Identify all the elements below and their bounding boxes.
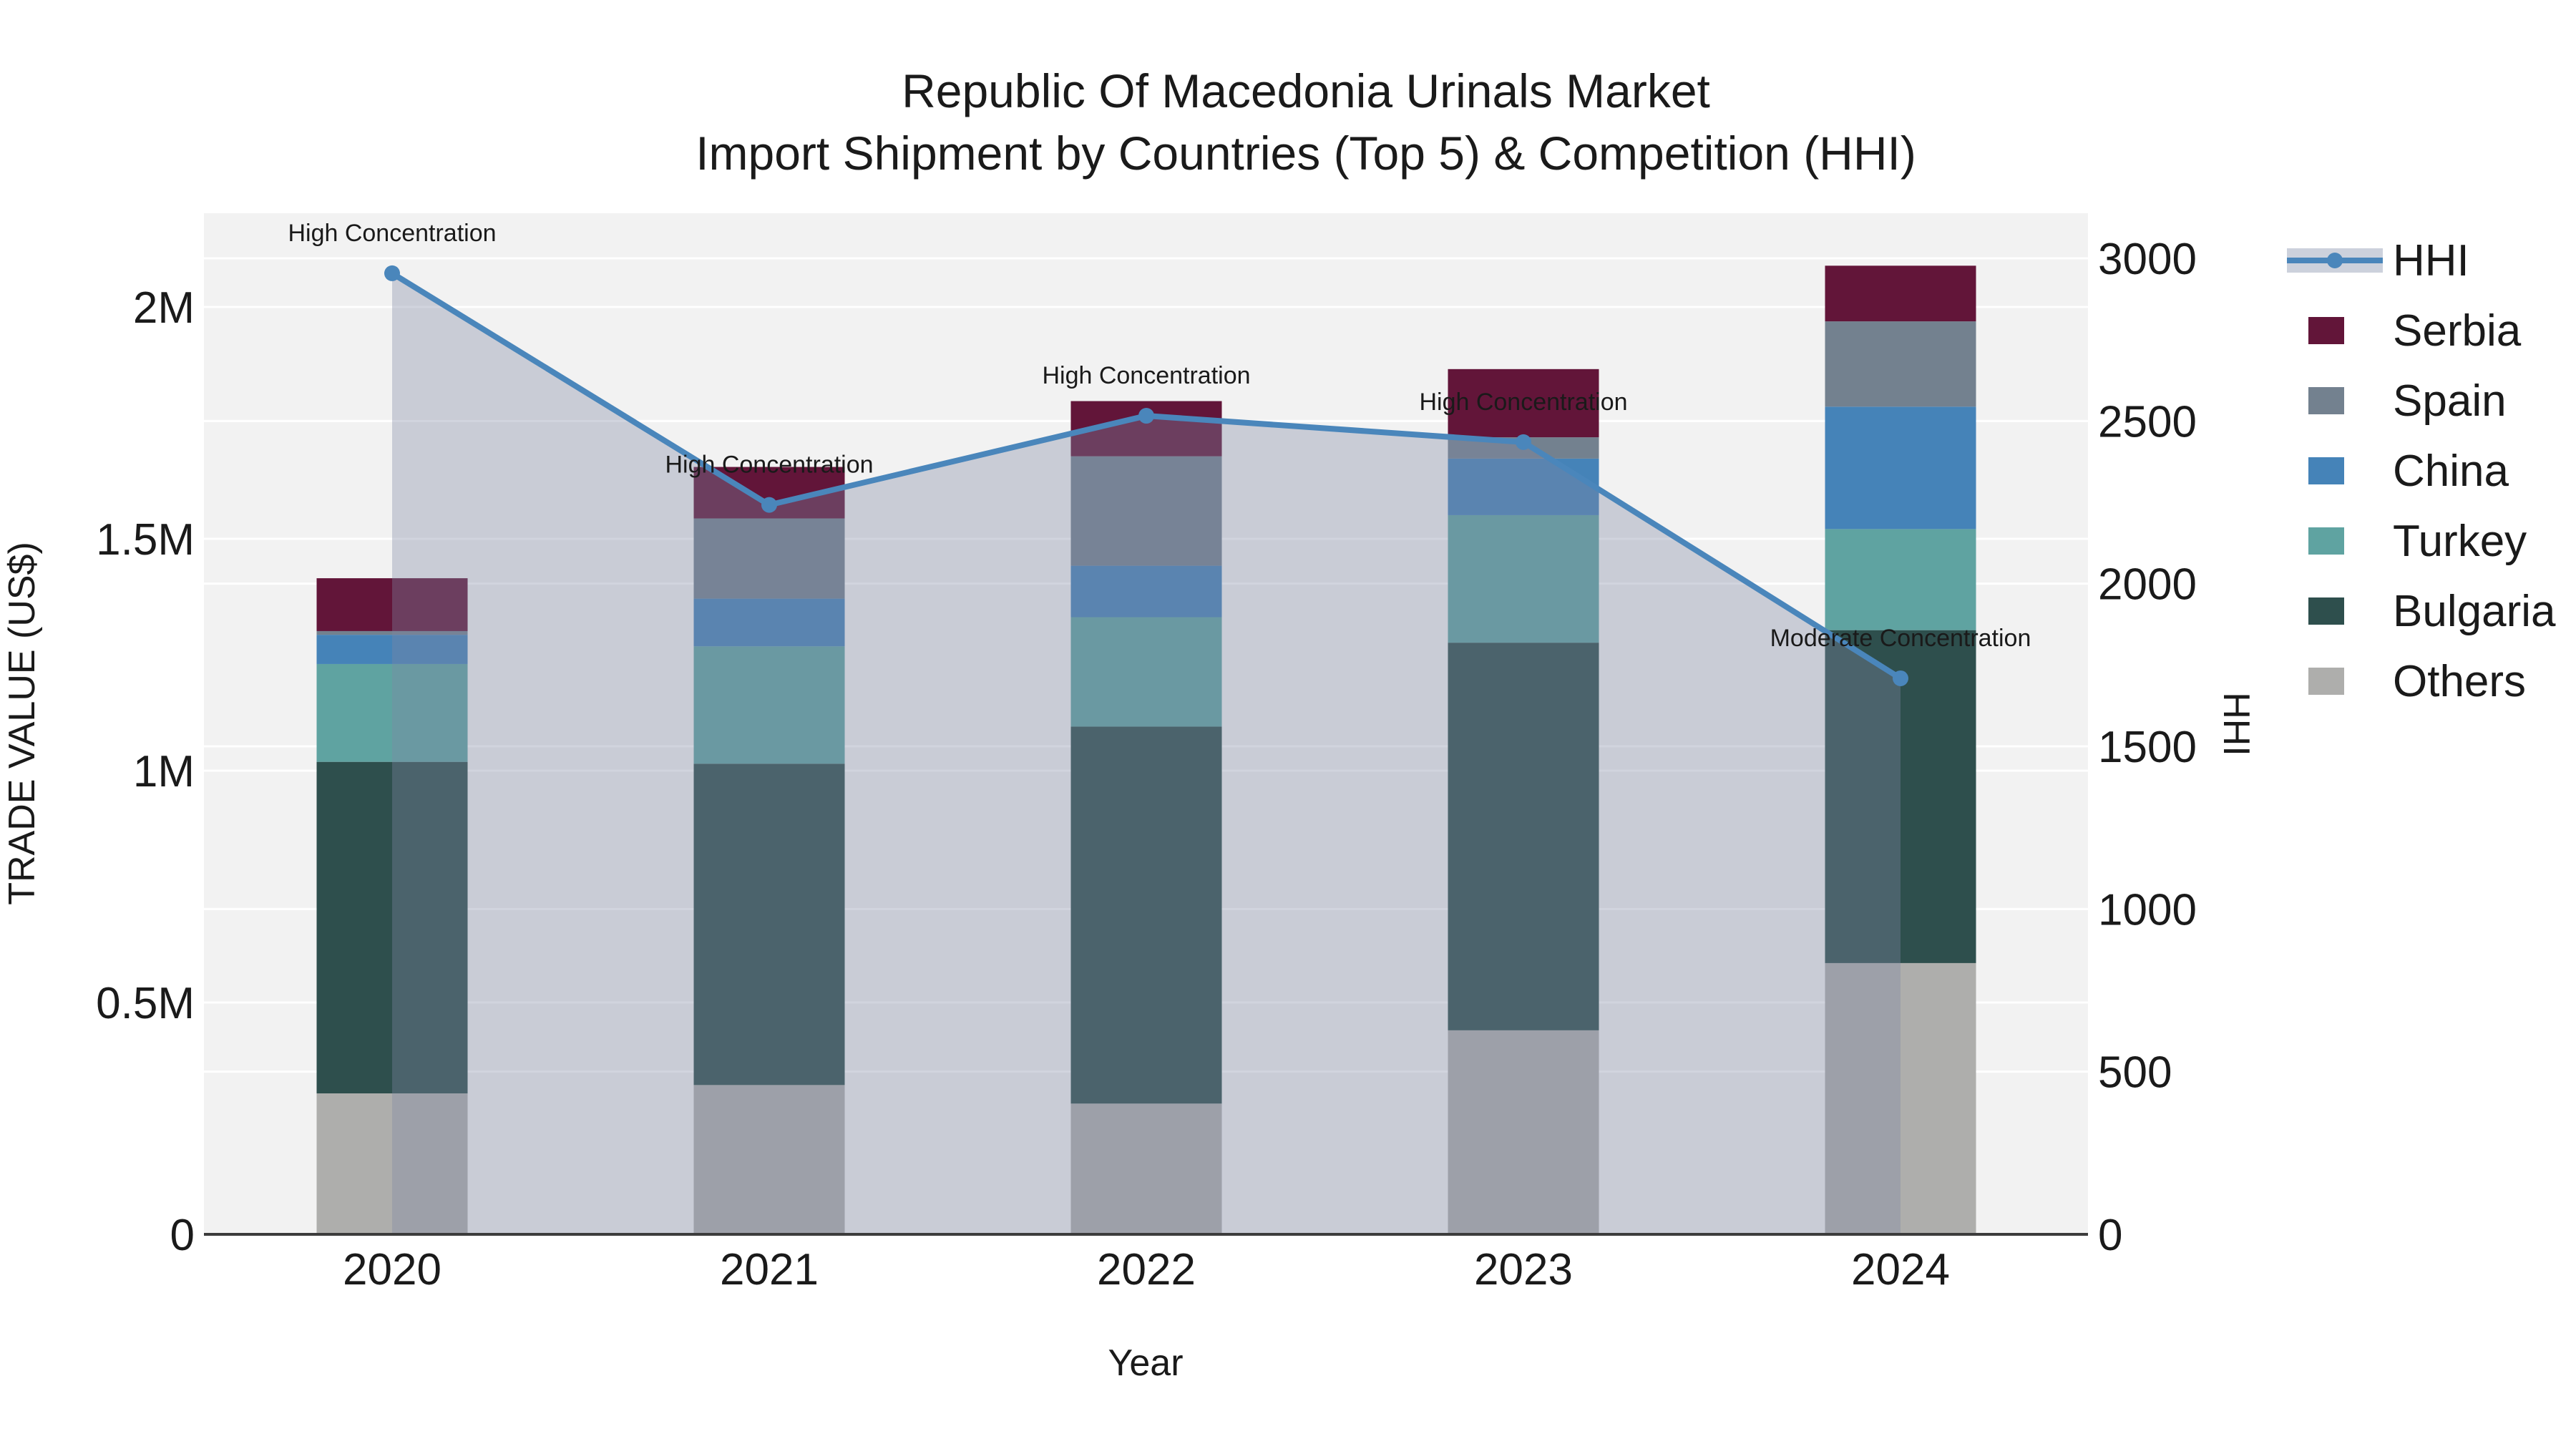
y-right-tick-3000: 3000 — [2098, 235, 2197, 284]
bar-segment-turkey-2021[interactable] — [693, 646, 845, 764]
bar-segment-others-2024[interactable] — [1825, 962, 1976, 1234]
legend-item-spain[interactable]: Spain — [2308, 376, 2507, 426]
x-tick-2021: 2021 — [720, 1245, 819, 1294]
bar-segment-spain-2020[interactable] — [316, 630, 468, 635]
legend-item-china[interactable]: China — [2308, 447, 2509, 496]
bar-segment-bulgaria-2020[interactable] — [316, 761, 468, 1094]
bar-segment-bulgaria-2021[interactable] — [693, 763, 845, 1085]
bar-segment-spain-2024[interactable] — [1825, 321, 1976, 407]
legend-swatch-others — [2308, 668, 2344, 695]
bar-segment-turkey-2023[interactable] — [1448, 514, 1599, 643]
y-right-tick-1000: 1000 — [2098, 885, 2197, 935]
bar-segment-turkey-2022[interactable] — [1070, 617, 1222, 727]
legend: HHI Serbia Spain China Turkey Bulgaria Others — [2287, 236, 2556, 706]
hhi-point-2024[interactable] — [1893, 670, 1908, 686]
legend-swatch-serbia — [2308, 317, 2344, 344]
legend-label: Serbia — [2393, 306, 2522, 356]
bar-2022 — [1070, 401, 1222, 1234]
bar-segment-others-2021[interactable] — [693, 1085, 845, 1234]
y-right-tick-1500: 1500 — [2098, 723, 2197, 772]
annotation-2021: High Concentration — [665, 452, 873, 479]
annotations: High Concentration High Concentration High… — [288, 220, 2031, 652]
legend-label: HHI — [2393, 236, 2469, 286]
legend-label: Others — [2393, 657, 2526, 706]
bar-segment-spain-2021[interactable] — [693, 518, 845, 599]
bar-2023 — [1448, 369, 1599, 1234]
left-axis-title: TRADE VALUE (US$) — [1, 542, 43, 905]
hhi-point-2022[interactable] — [1138, 408, 1154, 424]
chart-title-line2: Import Shipment by Countries (Top 5) & C… — [696, 127, 1916, 180]
y-left-tick-1.5M: 1.5M — [96, 515, 195, 565]
right-axis-title: HHI — [2215, 692, 2257, 756]
bar-segment-china-2024[interactable] — [1825, 406, 1976, 530]
bar-segment-china-2020[interactable] — [316, 635, 468, 664]
x-tick-2020: 2020 — [343, 1245, 441, 1294]
x-tick-2022: 2022 — [1097, 1245, 1196, 1294]
bar-segment-china-2021[interactable] — [693, 598, 845, 647]
y-left-tick-2M: 2M — [133, 283, 195, 333]
x-axis-tick-labels: 2020 2021 2022 2023 2024 — [343, 1245, 1950, 1294]
bar-segment-spain-2022[interactable] — [1070, 456, 1222, 566]
bar-segment-bulgaria-2022[interactable] — [1070, 726, 1222, 1104]
bar-segment-serbia-2023[interactable] — [1448, 369, 1599, 438]
y-right-tick-2500: 2500 — [2098, 397, 2197, 447]
bar-segment-serbia-2020[interactable] — [316, 578, 468, 631]
legend-swatch-bulgaria — [2308, 597, 2344, 625]
legend-label: Spain — [2393, 376, 2507, 426]
annotation-2023: High Concentration — [1419, 389, 1627, 416]
legend-item-hhi[interactable]: HHI — [2287, 236, 2469, 286]
legend-item-others[interactable]: Others — [2308, 657, 2526, 706]
bar-segment-china-2022[interactable] — [1070, 565, 1222, 618]
chart-title-line1: Republic Of Macedonia Urinals Market — [902, 64, 1710, 117]
legend-label: China — [2393, 447, 2509, 496]
right-axis-tick-labels: 0 500 1000 1500 2000 2500 3000 — [2098, 235, 2197, 1260]
annotation-2022: High Concentration — [1042, 362, 1250, 389]
y-right-tick-2000: 2000 — [2098, 560, 2197, 610]
hhi-legend-marker-icon — [2327, 253, 2343, 268]
y-right-tick-500: 500 — [2098, 1048, 2172, 1098]
x-tick-2024: 2024 — [1851, 1245, 1950, 1294]
hhi-markers — [384, 265, 1908, 686]
annotation-2020: High Concentration — [288, 220, 496, 247]
hhi-point-2021[interactable] — [761, 497, 777, 513]
x-tick-2023: 2023 — [1474, 1245, 1573, 1294]
bar-segment-china-2023[interactable] — [1448, 458, 1599, 515]
legend-swatch-spain — [2308, 387, 2344, 414]
legend-label: Turkey — [2393, 517, 2527, 566]
legend-item-serbia[interactable]: Serbia — [2308, 306, 2522, 356]
annotation-2024: Moderate Concentration — [1770, 625, 2031, 652]
stacked-bars — [316, 265, 1976, 1234]
bar-segment-others-2022[interactable] — [1070, 1103, 1222, 1234]
hhi-point-2023[interactable] — [1516, 434, 1531, 450]
hhi-area-fill — [392, 273, 1901, 1234]
y-left-tick-0: 0 — [170, 1211, 195, 1260]
bar-segment-serbia-2024[interactable] — [1825, 265, 1976, 322]
legend-swatch-turkey — [2308, 527, 2344, 555]
bar-2020 — [316, 578, 468, 1234]
legend-item-turkey[interactable]: Turkey — [2308, 517, 2527, 566]
y-left-tick-0.5M: 0.5M — [96, 979, 195, 1028]
bar-segment-bulgaria-2023[interactable] — [1448, 643, 1599, 1030]
bar-segment-others-2020[interactable] — [316, 1093, 468, 1234]
left-axis-tick-labels: 0 0.5M 1M 1.5M 2M — [96, 283, 195, 1260]
legend-swatch-china — [2308, 457, 2344, 484]
bar-2024 — [1825, 265, 1976, 1234]
y-left-tick-1M: 1M — [133, 747, 195, 796]
bar-segment-turkey-2020[interactable] — [316, 663, 468, 762]
bar-2021 — [693, 467, 845, 1234]
bar-segment-turkey-2024[interactable] — [1825, 529, 1976, 630]
legend-item-bulgaria[interactable]: Bulgaria — [2308, 587, 2556, 636]
y-right-tick-0: 0 — [2098, 1211, 2122, 1260]
legend-label: Bulgaria — [2393, 587, 2556, 636]
x-axis-title: Year — [1108, 1342, 1183, 1384]
hhi-point-2020[interactable] — [384, 265, 400, 281]
bar-segment-others-2023[interactable] — [1448, 1030, 1599, 1234]
